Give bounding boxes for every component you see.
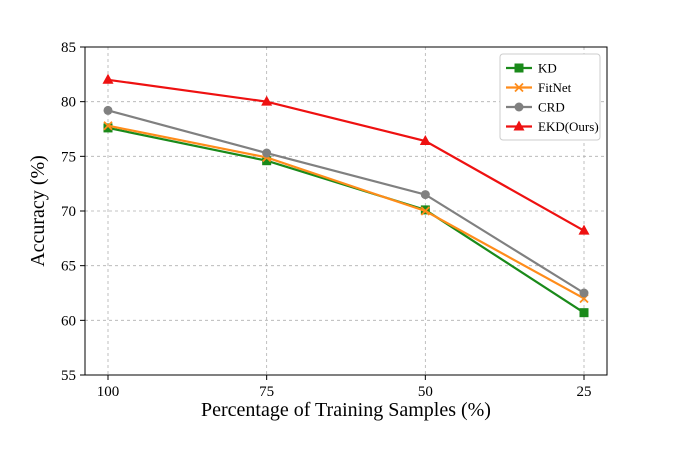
series-line-kd [107, 126, 585, 314]
series-line-fitnet [107, 124, 585, 300]
legend-label: CRD [538, 100, 565, 115]
series-crd [103, 105, 589, 298]
x-tick-label: 50 [418, 384, 433, 400]
legend-marker [513, 120, 525, 131]
y-tick-label: 70 [61, 204, 76, 220]
y-tick-label: 80 [61, 95, 76, 111]
legend-marker [514, 63, 524, 73]
y-tick-label: 85 [61, 40, 76, 56]
data-point-crd [103, 105, 113, 115]
x-axis-title: Percentage of Training Samples (%) [201, 399, 491, 421]
legend-label: KD [538, 61, 557, 76]
y-tick-label: 60 [61, 313, 76, 329]
x-tick-label: 75 [259, 384, 274, 400]
data-point-ekd-ours [578, 224, 590, 235]
legend-marker [514, 82, 524, 93]
series-line-ekd-ours [107, 78, 585, 232]
series-lines [102, 73, 590, 318]
y-tick-label: 65 [61, 259, 76, 275]
data-point-kd [579, 308, 589, 318]
x-marker-stroke [420, 206, 430, 216]
legend-item-fitnet: FitNet [506, 80, 572, 95]
data-point-crd [420, 190, 430, 200]
data-point-kd [262, 156, 272, 166]
legend-label: EKD(Ours) [538, 119, 599, 134]
x-marker-stroke [103, 121, 113, 131]
data-point-ekd-ours [102, 73, 114, 84]
data-point-kd [103, 123, 113, 133]
data-point-crd [579, 288, 589, 298]
data-point-fitnet [420, 206, 430, 216]
data-point-ekd-ours [419, 135, 431, 146]
legend-item-kd: KD [506, 61, 557, 76]
x-marker-stroke [514, 82, 524, 93]
x-tick-label: 100 [97, 384, 120, 400]
x-tick-label: 25 [577, 384, 592, 400]
axis-ticks: 55 60 65 70 75 80 85 100 75 50 25 [61, 40, 592, 400]
legend-marker [514, 102, 524, 112]
y-tick-label: 75 [61, 149, 76, 165]
y-tick-label: 55 [61, 368, 76, 384]
series-kd [103, 123, 589, 318]
series-line-crd [107, 109, 585, 294]
legend-item-crd: CRD [506, 100, 565, 115]
legend-label: FitNet [538, 80, 572, 95]
data-point-fitnet [103, 121, 113, 131]
series-fitnet [103, 121, 589, 304]
data-point-crd [262, 148, 272, 158]
series-ekd-ours [102, 73, 590, 235]
legend-box [499, 53, 601, 141]
legend: KD FitNet CRD EKD(Ours) [499, 53, 601, 141]
y-axis-title: Accuracy (%) [27, 155, 49, 267]
legend-item-ekd-ours: EKD(Ours) [506, 119, 599, 134]
data-point-ekd-ours [261, 95, 273, 106]
